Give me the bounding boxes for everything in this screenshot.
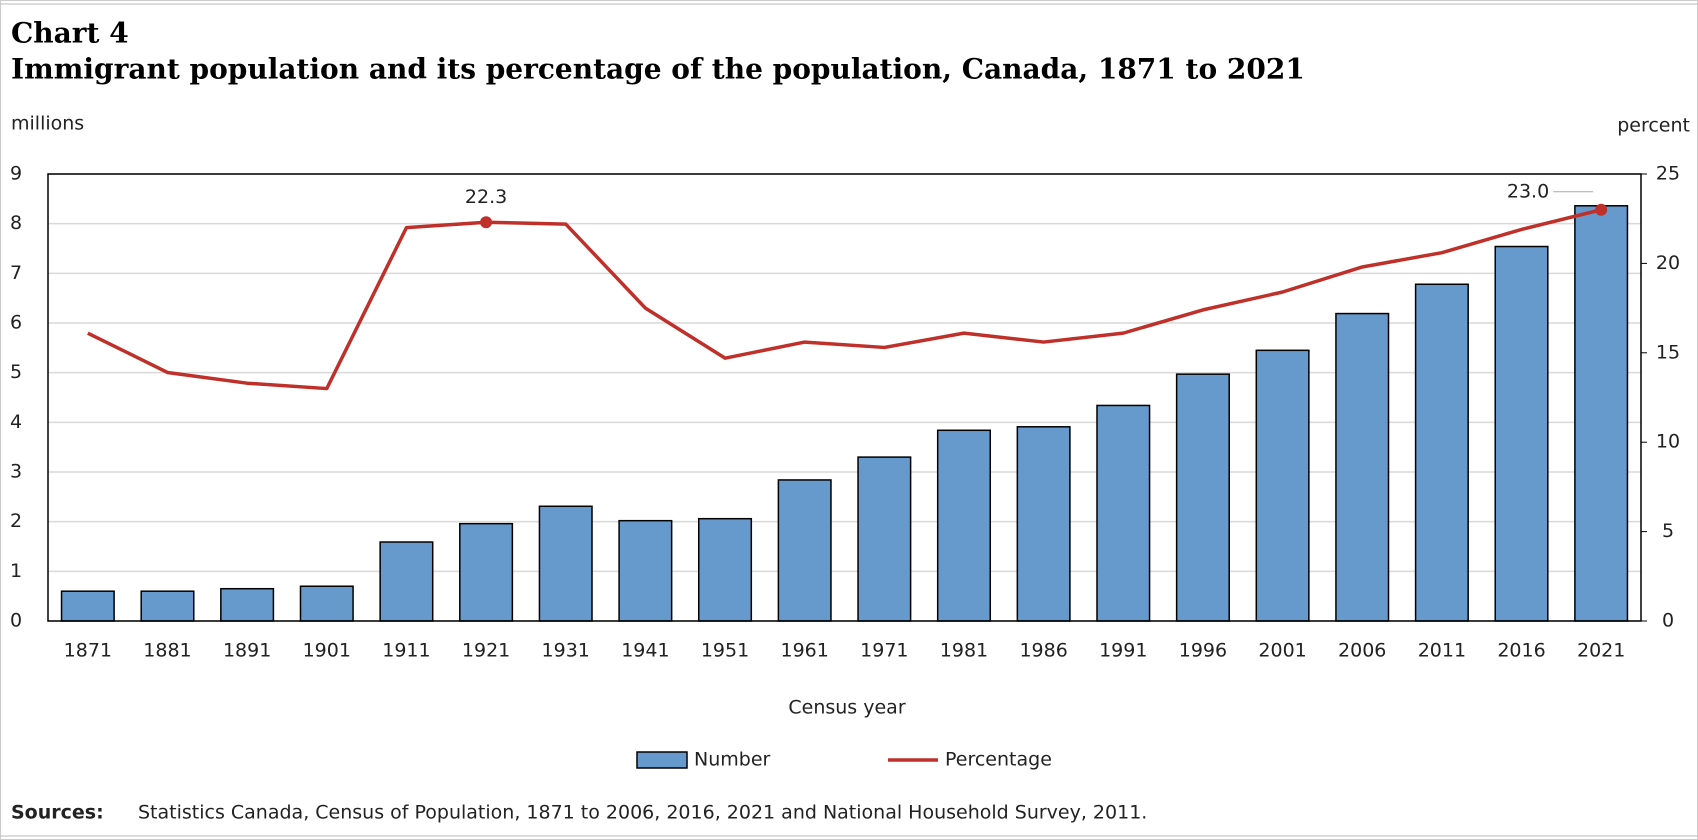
- bar: [459, 522, 514, 622]
- y-tick-label: 4: [10, 411, 22, 433]
- sources-label: Sources:: [11, 802, 104, 824]
- bar: [936, 429, 992, 622]
- y2-tick-label: 25: [1656, 163, 1680, 185]
- bar: [777, 479, 832, 622]
- chart-label: Chart 4: [11, 17, 129, 50]
- y2-axis-label: percent: [1617, 115, 1690, 137]
- bar: [1175, 373, 1230, 622]
- x-tick-label: 1881: [143, 640, 191, 662]
- data-label: 22.3: [465, 186, 507, 208]
- x-tick-label: 1921: [462, 640, 510, 662]
- y-tick-label: 9: [10, 163, 22, 185]
- point-marker: [1595, 203, 1608, 216]
- bar: [299, 585, 354, 622]
- x-tick-label: 2021: [1577, 640, 1625, 662]
- x-tick-label: 2006: [1338, 640, 1386, 662]
- y-tick-label: 2: [10, 510, 22, 532]
- plot-border: [47, 173, 1642, 622]
- x-tick-label: 1871: [64, 640, 112, 662]
- y-tick-label: 1: [10, 560, 22, 582]
- x-tick-label: 1961: [780, 640, 828, 662]
- x-tick-label: 2011: [1418, 640, 1466, 662]
- y2-tick-label: 0: [1662, 610, 1674, 632]
- bar: [140, 590, 195, 622]
- y-tick-label: 7: [10, 262, 22, 284]
- line: [87, 208, 1602, 391]
- sources: Statistics Canada, Census of Population,…: [138, 802, 1147, 824]
- bar: [60, 590, 115, 622]
- y-axis-label: millions: [11, 113, 84, 135]
- x-tick-label: 1901: [303, 640, 351, 662]
- bar: [1414, 283, 1469, 622]
- x-tick-label: 1941: [621, 640, 669, 662]
- bar: [697, 517, 753, 622]
- chart-title: Immigrant population and its percentage …: [11, 53, 1305, 86]
- bar: [857, 456, 912, 622]
- y2-tick-label: 10: [1656, 431, 1680, 453]
- data-label: 23.0: [1507, 180, 1549, 202]
- x-tick-label: 1911: [382, 640, 430, 662]
- point-marker: [480, 216, 493, 229]
- y-tick-label: 8: [10, 212, 22, 234]
- x-tick-label: 1931: [542, 640, 590, 662]
- y2-tick-label: 15: [1656, 341, 1680, 363]
- bar: [538, 505, 593, 622]
- bar: [220, 587, 275, 622]
- y-tick-label: 6: [10, 312, 22, 334]
- bar: [1335, 312, 1390, 622]
- x-tick-label: 1891: [223, 640, 271, 662]
- legend-label: Number: [694, 749, 771, 771]
- bar: [379, 541, 434, 622]
- x-tick-label: 1996: [1179, 640, 1227, 662]
- x-tick-label: 1951: [701, 640, 749, 662]
- x-axis-label: Census year: [788, 697, 905, 719]
- y2-tick-label: 5: [1662, 520, 1674, 542]
- x-tick-label: 1971: [860, 640, 908, 662]
- bar: [1494, 245, 1549, 622]
- x-tick-label: 2016: [1497, 640, 1545, 662]
- legend-swatch: [636, 751, 688, 769]
- y-tick-label: 5: [10, 361, 22, 383]
- x-tick-label: 1986: [1019, 640, 1067, 662]
- bar: [1255, 349, 1310, 622]
- x-tick-label: 2001: [1258, 640, 1306, 662]
- y-tick-label: 0: [10, 610, 22, 632]
- x-tick-label: 1981: [940, 640, 988, 662]
- legend-label: Percentage: [945, 749, 1052, 771]
- bar: [618, 519, 673, 622]
- bar: [1096, 404, 1151, 622]
- bar: [1574, 205, 1629, 622]
- x-tick-label: 1991: [1099, 640, 1147, 662]
- y-tick-label: 3: [10, 461, 22, 483]
- bar: [1016, 426, 1071, 622]
- y2-tick-label: 20: [1656, 252, 1680, 274]
